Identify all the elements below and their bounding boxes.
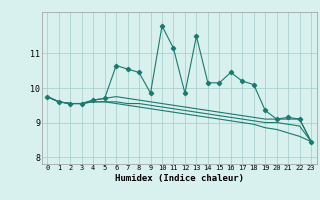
X-axis label: Humidex (Indice chaleur): Humidex (Indice chaleur) [115, 174, 244, 183]
